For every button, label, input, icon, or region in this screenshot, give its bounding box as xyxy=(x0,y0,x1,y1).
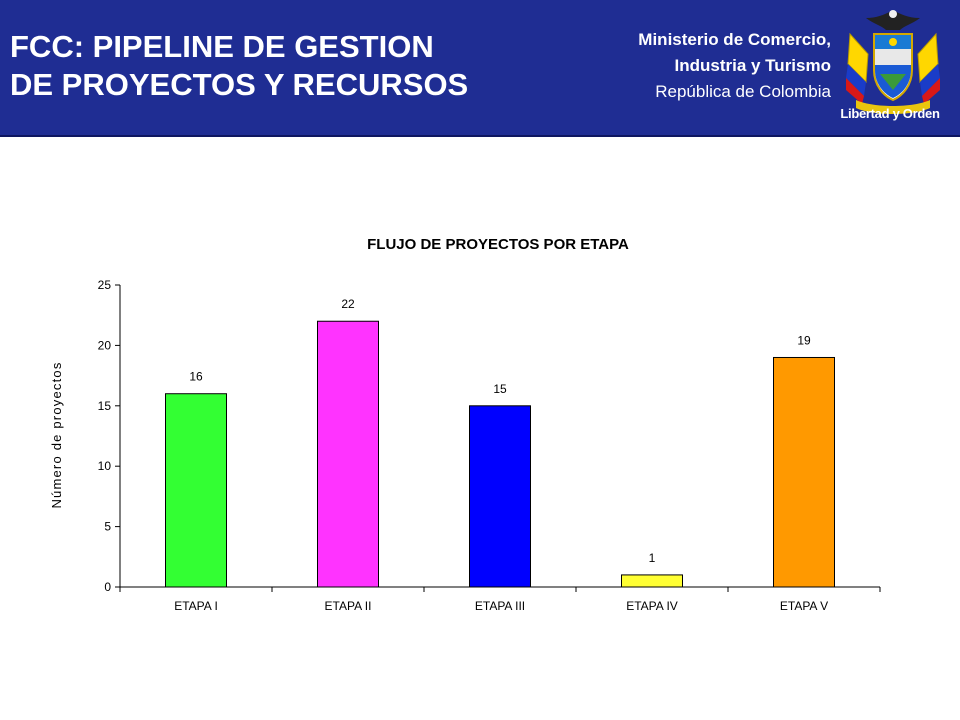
data-label: 22 xyxy=(341,297,355,311)
y-axis-label: Número de proyectos xyxy=(49,361,64,508)
data-label: 19 xyxy=(797,333,811,347)
x-tick-label: ETAPA V xyxy=(780,599,828,613)
x-tick-label: ETAPA III xyxy=(475,599,525,613)
title-line-1: FCC: PIPELINE DE GESTION xyxy=(10,29,434,64)
bar xyxy=(165,393,227,588)
header-banner: FCC: PIPELINE DE GESTION DE PROYECTOS Y … xyxy=(0,0,960,137)
chart-title: FLUJO DE PROYECTOS POR ETAPA xyxy=(367,236,629,253)
y-tick-label: 20 xyxy=(98,338,112,352)
x-tick-label: ETAPA IV xyxy=(626,599,678,613)
bar-chart: FLUJO DE PROYECTOS POR ETAPA Número de p… xyxy=(49,236,881,613)
bar xyxy=(773,356,835,588)
y-tick-label: 0 xyxy=(104,580,111,594)
data-label: 15 xyxy=(493,382,507,396)
data-label: 16 xyxy=(189,370,203,384)
ministry-line-1: Ministerio de Comercio, xyxy=(638,30,831,49)
ministry-line-2: Industria y Turismo xyxy=(674,56,832,75)
ministry-line-3: República de Colombia xyxy=(655,82,831,101)
title-line-2: DE PROYECTOS Y RECURSOS xyxy=(10,67,469,102)
y-tick-label: 25 xyxy=(98,278,112,292)
x-tick-label: ETAPA I xyxy=(174,599,218,613)
y-tick-label: 10 xyxy=(98,459,112,473)
page-title: FCC: PIPELINE DE GESTION DE PROYECTOS Y … xyxy=(10,28,468,104)
y-tick-label: 5 xyxy=(104,520,111,534)
coat-of-arms-icon xyxy=(846,10,940,114)
y-tick-label: 15 xyxy=(98,399,112,413)
ministry-block: Ministerio de Comercio, Industria y Turi… xyxy=(638,27,831,105)
data-label: 1 xyxy=(649,551,656,565)
plot-area: 0 5 10 15 20 25 16 ETAPA I 22 ETAPA II 15 ETAPA III… xyxy=(98,278,881,613)
bar xyxy=(317,320,379,588)
bar xyxy=(469,405,531,588)
bar xyxy=(621,574,683,588)
seal-motto: Libertad y Orden xyxy=(840,106,940,121)
x-tick-label: ETAPA II xyxy=(325,599,372,613)
